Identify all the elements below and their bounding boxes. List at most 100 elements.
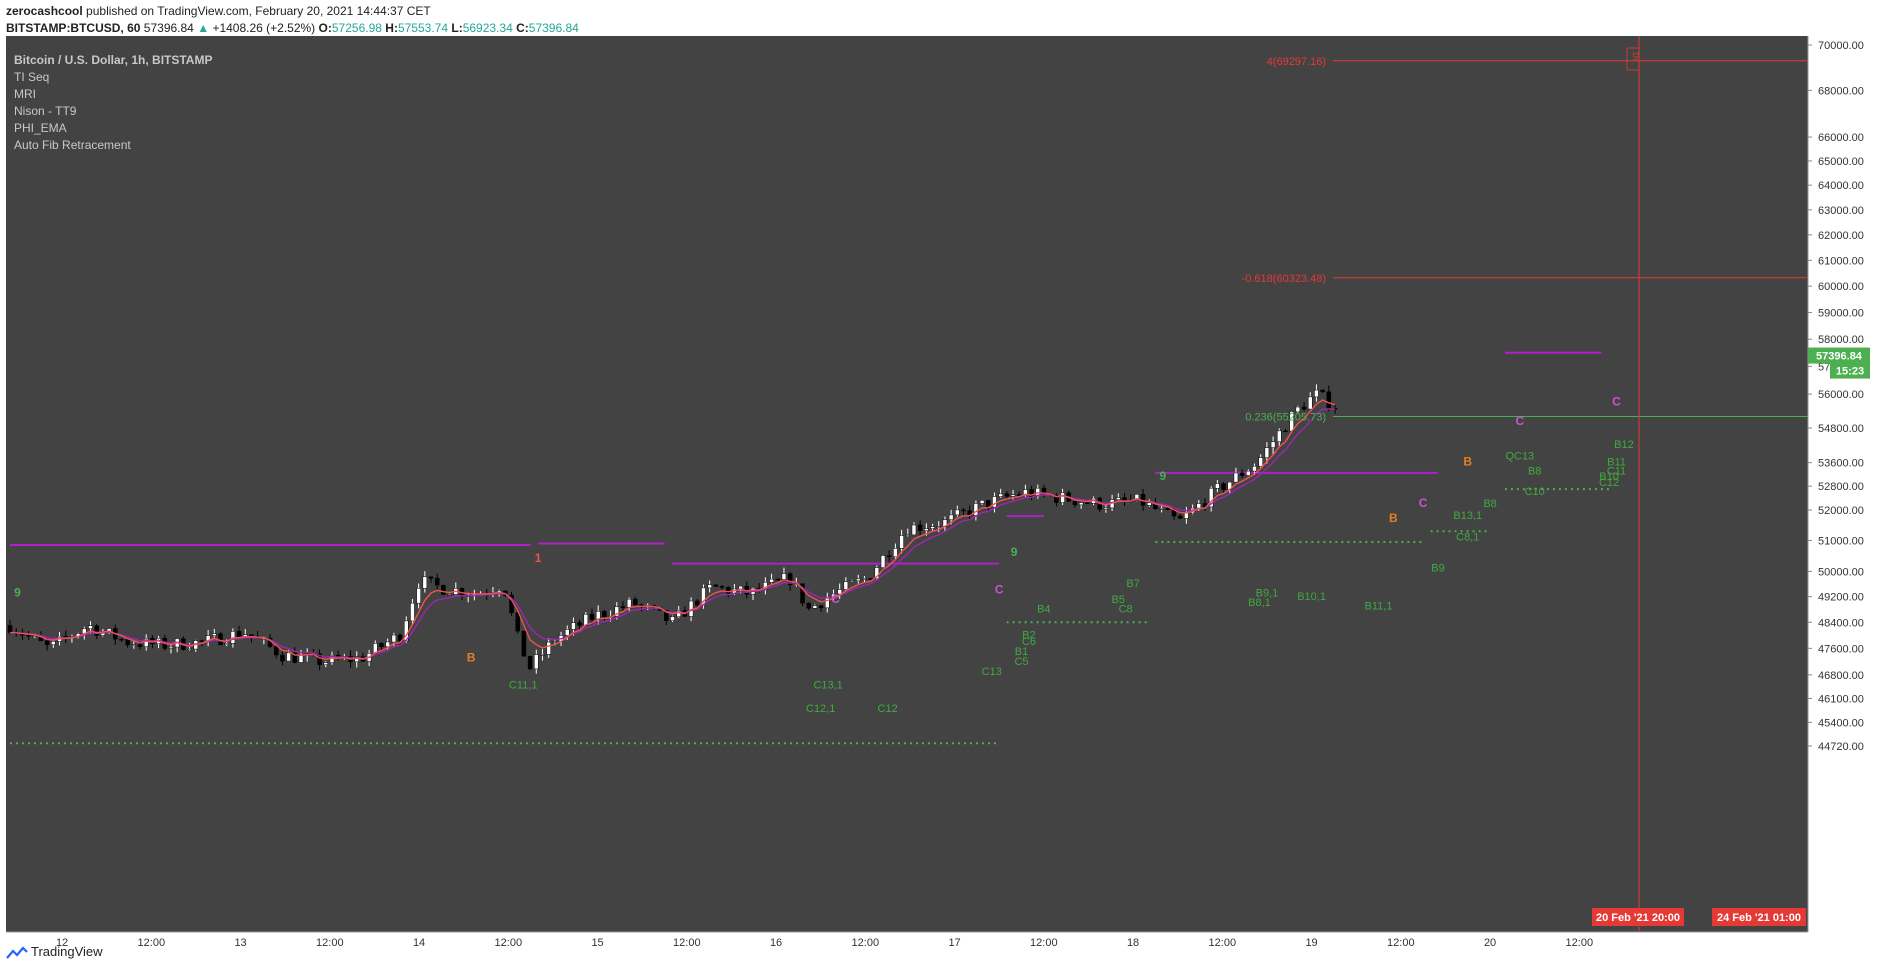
candle[interactable]: [447, 594, 452, 596]
candle[interactable]: [354, 656, 359, 663]
candle[interactable]: [1264, 447, 1270, 458]
candle[interactable]: [670, 616, 675, 621]
candle[interactable]: [707, 584, 712, 589]
candle[interactable]: [1177, 515, 1183, 519]
candle[interactable]: [1314, 389, 1319, 398]
candle[interactable]: [1307, 396, 1313, 410]
candle[interactable]: [602, 611, 607, 617]
candle[interactable]: [1277, 430, 1282, 442]
candle[interactable]: [137, 644, 143, 647]
candle[interactable]: [787, 573, 793, 586]
candle[interactable]: [1320, 389, 1325, 393]
candle[interactable]: [1116, 497, 1121, 500]
candle[interactable]: [410, 602, 415, 622]
candle[interactable]: [948, 514, 954, 520]
candle[interactable]: [936, 526, 941, 528]
candle[interactable]: [1147, 502, 1152, 506]
candle[interactable]: [224, 643, 229, 646]
candle[interactable]: [775, 578, 781, 581]
candle[interactable]: [546, 641, 551, 655]
candle[interactable]: [7, 625, 13, 633]
candle[interactable]: [719, 586, 725, 588]
candle[interactable]: [886, 555, 892, 558]
candle[interactable]: [385, 641, 390, 647]
candle[interactable]: [564, 629, 570, 636]
candle[interactable]: [44, 640, 50, 645]
candle[interactable]: [1122, 497, 1127, 501]
candle[interactable]: [298, 655, 304, 663]
candle[interactable]: [1233, 472, 1239, 483]
candle[interactable]: [1270, 441, 1276, 448]
candle[interactable]: [855, 578, 861, 582]
candle[interactable]: [577, 622, 582, 626]
candle[interactable]: [1159, 507, 1164, 510]
candle[interactable]: [1295, 406, 1301, 413]
candle[interactable]: [88, 625, 93, 629]
candle[interactable]: [849, 580, 855, 583]
candle[interactable]: [1208, 487, 1214, 508]
candle[interactable]: [911, 524, 917, 536]
candle[interactable]: [924, 528, 929, 531]
candle[interactable]: [818, 605, 824, 609]
candle[interactable]: [125, 639, 130, 646]
candle[interactable]: [323, 662, 329, 665]
candle[interactable]: [633, 598, 638, 606]
candle[interactable]: [212, 633, 217, 636]
candle[interactable]: [236, 631, 242, 638]
candle[interactable]: [1134, 494, 1140, 501]
tradingview-logo[interactable]: TradingView: [6, 944, 103, 960]
legend-title[interactable]: Bitcoin / U.S. Dollar, 1h, BITSTAMP: [14, 53, 212, 67]
candle[interactable]: [1196, 503, 1202, 509]
candle[interactable]: [1283, 430, 1288, 433]
candle[interactable]: [973, 503, 979, 516]
candle[interactable]: [1221, 483, 1226, 490]
candle[interactable]: [515, 612, 520, 632]
candle[interactable]: [620, 606, 626, 608]
candle[interactable]: [379, 643, 384, 647]
candle[interactable]: [119, 638, 124, 641]
indicator-legend-item[interactable]: Auto Fib Retracement: [14, 138, 131, 152]
candle[interactable]: [51, 641, 56, 645]
candle[interactable]: [292, 652, 298, 663]
candle[interactable]: [131, 644, 137, 646]
candle[interactable]: [1246, 470, 1251, 476]
price-axis[interactable]: [1808, 36, 1884, 932]
candle[interactable]: [917, 524, 923, 531]
candle[interactable]: [695, 600, 700, 606]
candle[interactable]: [800, 583, 805, 604]
candle[interactable]: [1060, 492, 1065, 503]
time-axis[interactable]: [6, 932, 1808, 952]
candle[interactable]: [998, 493, 1003, 497]
author[interactable]: zerocashcool: [6, 4, 83, 18]
candle[interactable]: [527, 656, 533, 670]
candle[interactable]: [428, 576, 434, 579]
candle[interactable]: [1165, 507, 1171, 510]
candle[interactable]: [534, 654, 539, 670]
candle[interactable]: [422, 576, 428, 589]
candle[interactable]: [218, 633, 223, 646]
candle[interactable]: [1258, 457, 1263, 467]
candle[interactable]: [812, 605, 818, 609]
candle[interactable]: [1215, 483, 1220, 489]
candle[interactable]: [806, 602, 811, 609]
candle[interactable]: [874, 567, 880, 580]
candle[interactable]: [843, 581, 849, 590]
candle[interactable]: [540, 654, 545, 656]
candle[interactable]: [441, 584, 446, 595]
candle[interactable]: [1010, 494, 1016, 497]
candle[interactable]: [521, 630, 527, 657]
candle[interactable]: [26, 634, 31, 637]
candle[interactable]: [391, 634, 397, 643]
candle[interactable]: [979, 500, 985, 504]
candle[interactable]: [713, 584, 719, 587]
candle[interactable]: [1301, 406, 1307, 410]
candle[interactable]: [626, 598, 632, 608]
candle[interactable]: [1252, 465, 1257, 472]
candle[interactable]: [317, 653, 322, 665]
candle[interactable]: [769, 578, 774, 583]
candle[interactable]: [199, 640, 205, 642]
candle[interactable]: [143, 638, 149, 647]
candle[interactable]: [781, 573, 787, 580]
candle[interactable]: [1072, 500, 1078, 506]
